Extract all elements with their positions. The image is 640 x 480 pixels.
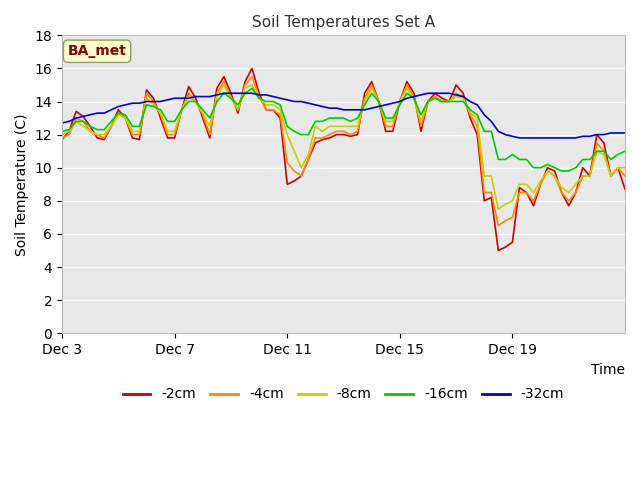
-2cm [417, 129, 425, 134]
Y-axis label: Soil Temperature (C): Soil Temperature (C) [15, 113, 29, 255]
-4cm [530, 198, 538, 204]
-8cm [558, 185, 566, 191]
-2cm [495, 248, 502, 253]
-4cm [375, 99, 383, 105]
-8cm [621, 165, 629, 170]
-16cm [579, 156, 587, 162]
Line: -8cm: -8cm [62, 85, 625, 209]
-32cm [220, 90, 228, 96]
Line: -32cm: -32cm [62, 93, 625, 138]
Line: -2cm: -2cm [62, 69, 625, 251]
Text: Time: Time [591, 363, 625, 377]
-4cm [558, 190, 566, 195]
-2cm [530, 203, 538, 209]
-16cm [417, 112, 425, 118]
-2cm [481, 198, 488, 204]
-2cm [558, 190, 566, 195]
Legend: -2cm, -4cm, -8cm, -16cm, -32cm: -2cm, -4cm, -8cm, -16cm, -32cm [117, 382, 570, 407]
-4cm [481, 190, 488, 195]
Title: Soil Temperatures Set A: Soil Temperatures Set A [252, 15, 435, 30]
-16cm [481, 129, 488, 134]
-4cm [621, 173, 629, 179]
-8cm [530, 190, 538, 195]
-16cm [551, 165, 559, 170]
-32cm [530, 135, 538, 141]
-16cm [248, 85, 256, 91]
-2cm [375, 99, 383, 105]
-8cm [481, 173, 488, 179]
Line: -16cm: -16cm [62, 88, 625, 171]
Text: BA_met: BA_met [68, 44, 127, 58]
-8cm [220, 82, 228, 88]
-32cm [375, 104, 383, 109]
-16cm [58, 129, 66, 134]
-8cm [375, 99, 383, 105]
-4cm [248, 74, 256, 80]
-4cm [58, 135, 66, 141]
-16cm [621, 148, 629, 154]
-2cm [248, 66, 256, 72]
-32cm [58, 120, 66, 126]
-2cm [58, 137, 66, 143]
-16cm [523, 156, 531, 162]
-4cm [579, 173, 587, 179]
-2cm [621, 186, 629, 192]
-32cm [481, 112, 488, 118]
-32cm [579, 133, 587, 139]
-8cm [579, 173, 587, 179]
-32cm [516, 135, 524, 141]
-4cm [495, 223, 502, 228]
-32cm [558, 135, 566, 141]
-4cm [417, 123, 425, 129]
-16cm [558, 168, 566, 174]
-8cm [58, 132, 66, 137]
-32cm [417, 92, 425, 98]
-2cm [579, 165, 587, 170]
-32cm [621, 130, 629, 136]
Line: -4cm: -4cm [62, 77, 625, 226]
-8cm [417, 119, 425, 124]
-16cm [375, 99, 383, 105]
-8cm [495, 206, 502, 212]
